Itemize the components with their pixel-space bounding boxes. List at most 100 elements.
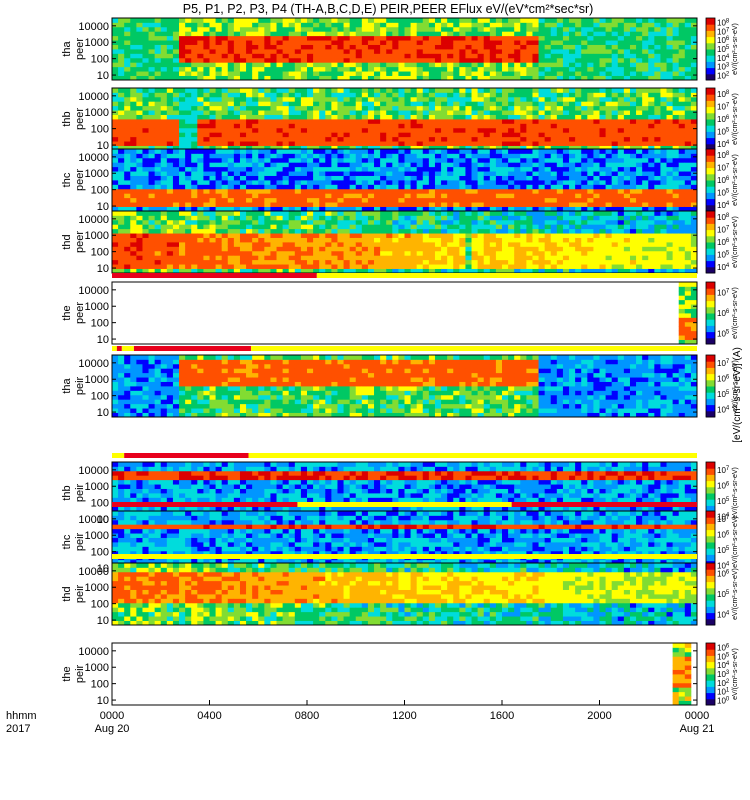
spectrogram-cell	[550, 114, 558, 120]
spectrogram-cell	[239, 215, 247, 221]
spectrogram-cell	[593, 136, 600, 142]
spectrogram-cell	[447, 145, 454, 151]
spectrogram-cell	[648, 88, 655, 93]
spectrogram-cell	[380, 136, 387, 142]
spectrogram-cell	[508, 96, 515, 102]
spectrogram-cell	[160, 96, 168, 102]
spectrogram-cell	[477, 149, 485, 154]
spectrogram-cell	[550, 127, 558, 133]
spectrogram-cell	[197, 228, 204, 234]
spectrogram-cell	[398, 228, 405, 234]
spectrogram-cell	[380, 22, 387, 28]
spectrogram-cell	[422, 149, 430, 154]
spectrogram-cell	[526, 197, 533, 203]
spectrogram-cell	[690, 153, 698, 159]
spectrogram-cell	[307, 53, 314, 59]
spectrogram-cell	[562, 18, 570, 23]
spectrogram-cell	[422, 193, 430, 199]
spectrogram-cell	[599, 62, 606, 68]
colorbar-segment	[706, 198, 715, 201]
spectrogram-cell	[136, 145, 143, 151]
spectrogram-cell	[160, 145, 168, 151]
spectrogram-cell	[197, 96, 204, 102]
spectrogram-cell	[410, 92, 418, 98]
spectrogram-cell	[386, 264, 393, 269]
spectrogram-cell	[526, 26, 533, 32]
spectrogram-cell	[386, 180, 393, 185]
spectrogram-cell	[489, 49, 497, 54]
spectrogram-cell	[112, 136, 119, 142]
spectrogram-cell	[636, 145, 643, 151]
spectrogram-cell	[325, 31, 332, 37]
spectrogram-cell	[258, 92, 265, 98]
panel-label-probe: tha	[61, 40, 73, 56]
spectrogram-cell	[404, 171, 411, 176]
spectrogram-cell	[112, 268, 119, 274]
colorbar-segment	[706, 52, 715, 55]
spectrogram-cell	[118, 149, 125, 154]
spectrogram-cell	[367, 31, 375, 37]
spectrogram-cell	[313, 188, 320, 194]
spectrogram-cell	[569, 18, 576, 23]
spectrogram-cell	[124, 188, 131, 194]
spectrogram-cell	[434, 53, 442, 59]
spectrogram-cell	[276, 264, 284, 269]
spectrogram-cell	[410, 242, 418, 247]
spectrogram-cell	[233, 35, 241, 41]
spectrogram-cell	[416, 175, 424, 181]
spectrogram-cell	[483, 180, 491, 185]
spectrogram-cell	[483, 127, 491, 133]
spectrogram-cell	[124, 62, 131, 68]
spectrogram-cell	[477, 132, 485, 138]
spectrogram-cell	[343, 22, 351, 28]
spectrogram-cell	[404, 219, 411, 225]
spectrogram-cell	[477, 96, 485, 102]
spectrogram-cell	[331, 66, 338, 72]
spectrogram-cell	[246, 22, 253, 28]
spectrogram-cell	[495, 40, 503, 45]
spectrogram-cell	[288, 57, 296, 63]
spectrogram-cell	[422, 35, 430, 41]
colorbar-segment	[706, 97, 715, 100]
spectrogram-cell	[191, 18, 198, 23]
spectrogram-cell	[453, 57, 460, 63]
spectrogram-cell	[343, 153, 351, 159]
spectrogram-cell	[483, 35, 491, 41]
spectrogram-cell	[623, 22, 631, 28]
spectrogram-cell	[307, 162, 314, 168]
spectrogram-cell	[495, 88, 503, 93]
spectrogram-cell	[550, 193, 558, 199]
spectrogram-cell	[258, 215, 265, 221]
spectrogram-cell	[416, 202, 424, 207]
spectrogram-cell	[447, 141, 454, 146]
spectrogram-cell	[154, 166, 162, 172]
spectrogram-cell	[508, 49, 515, 54]
spectrogram-cell	[288, 62, 296, 68]
spectrogram-cell	[666, 162, 674, 168]
spectrogram-cell	[495, 132, 503, 138]
spectrogram-cell	[569, 193, 576, 199]
spectrogram-cell	[428, 224, 436, 230]
spectrogram-cell	[258, 242, 265, 247]
spectrogram-cell	[599, 157, 606, 163]
spectrogram-cell	[526, 62, 533, 68]
spectrogram-cell	[246, 193, 253, 199]
spectrogram-cell	[447, 40, 454, 45]
spectrogram-cell	[160, 175, 168, 181]
spectrogram-cell	[355, 149, 363, 154]
spectrogram-cell	[227, 242, 235, 247]
spectrogram-cell	[239, 114, 247, 120]
spectrogram-cell	[428, 49, 436, 54]
spectrogram-cell	[349, 66, 357, 72]
spectrogram-cell	[130, 22, 137, 28]
spectrogram-cell	[538, 127, 546, 133]
spectrogram-cell	[465, 141, 472, 146]
spectrogram-cell	[136, 153, 143, 159]
spectrogram-cell	[556, 57, 564, 63]
spectrogram-cell	[209, 171, 216, 176]
spectrogram-cell	[337, 264, 344, 269]
spectrogram-cell	[270, 197, 277, 203]
spectrogram-cell	[282, 101, 290, 107]
spectrogram-cell	[648, 75, 655, 81]
spectrogram-cell	[191, 250, 198, 256]
